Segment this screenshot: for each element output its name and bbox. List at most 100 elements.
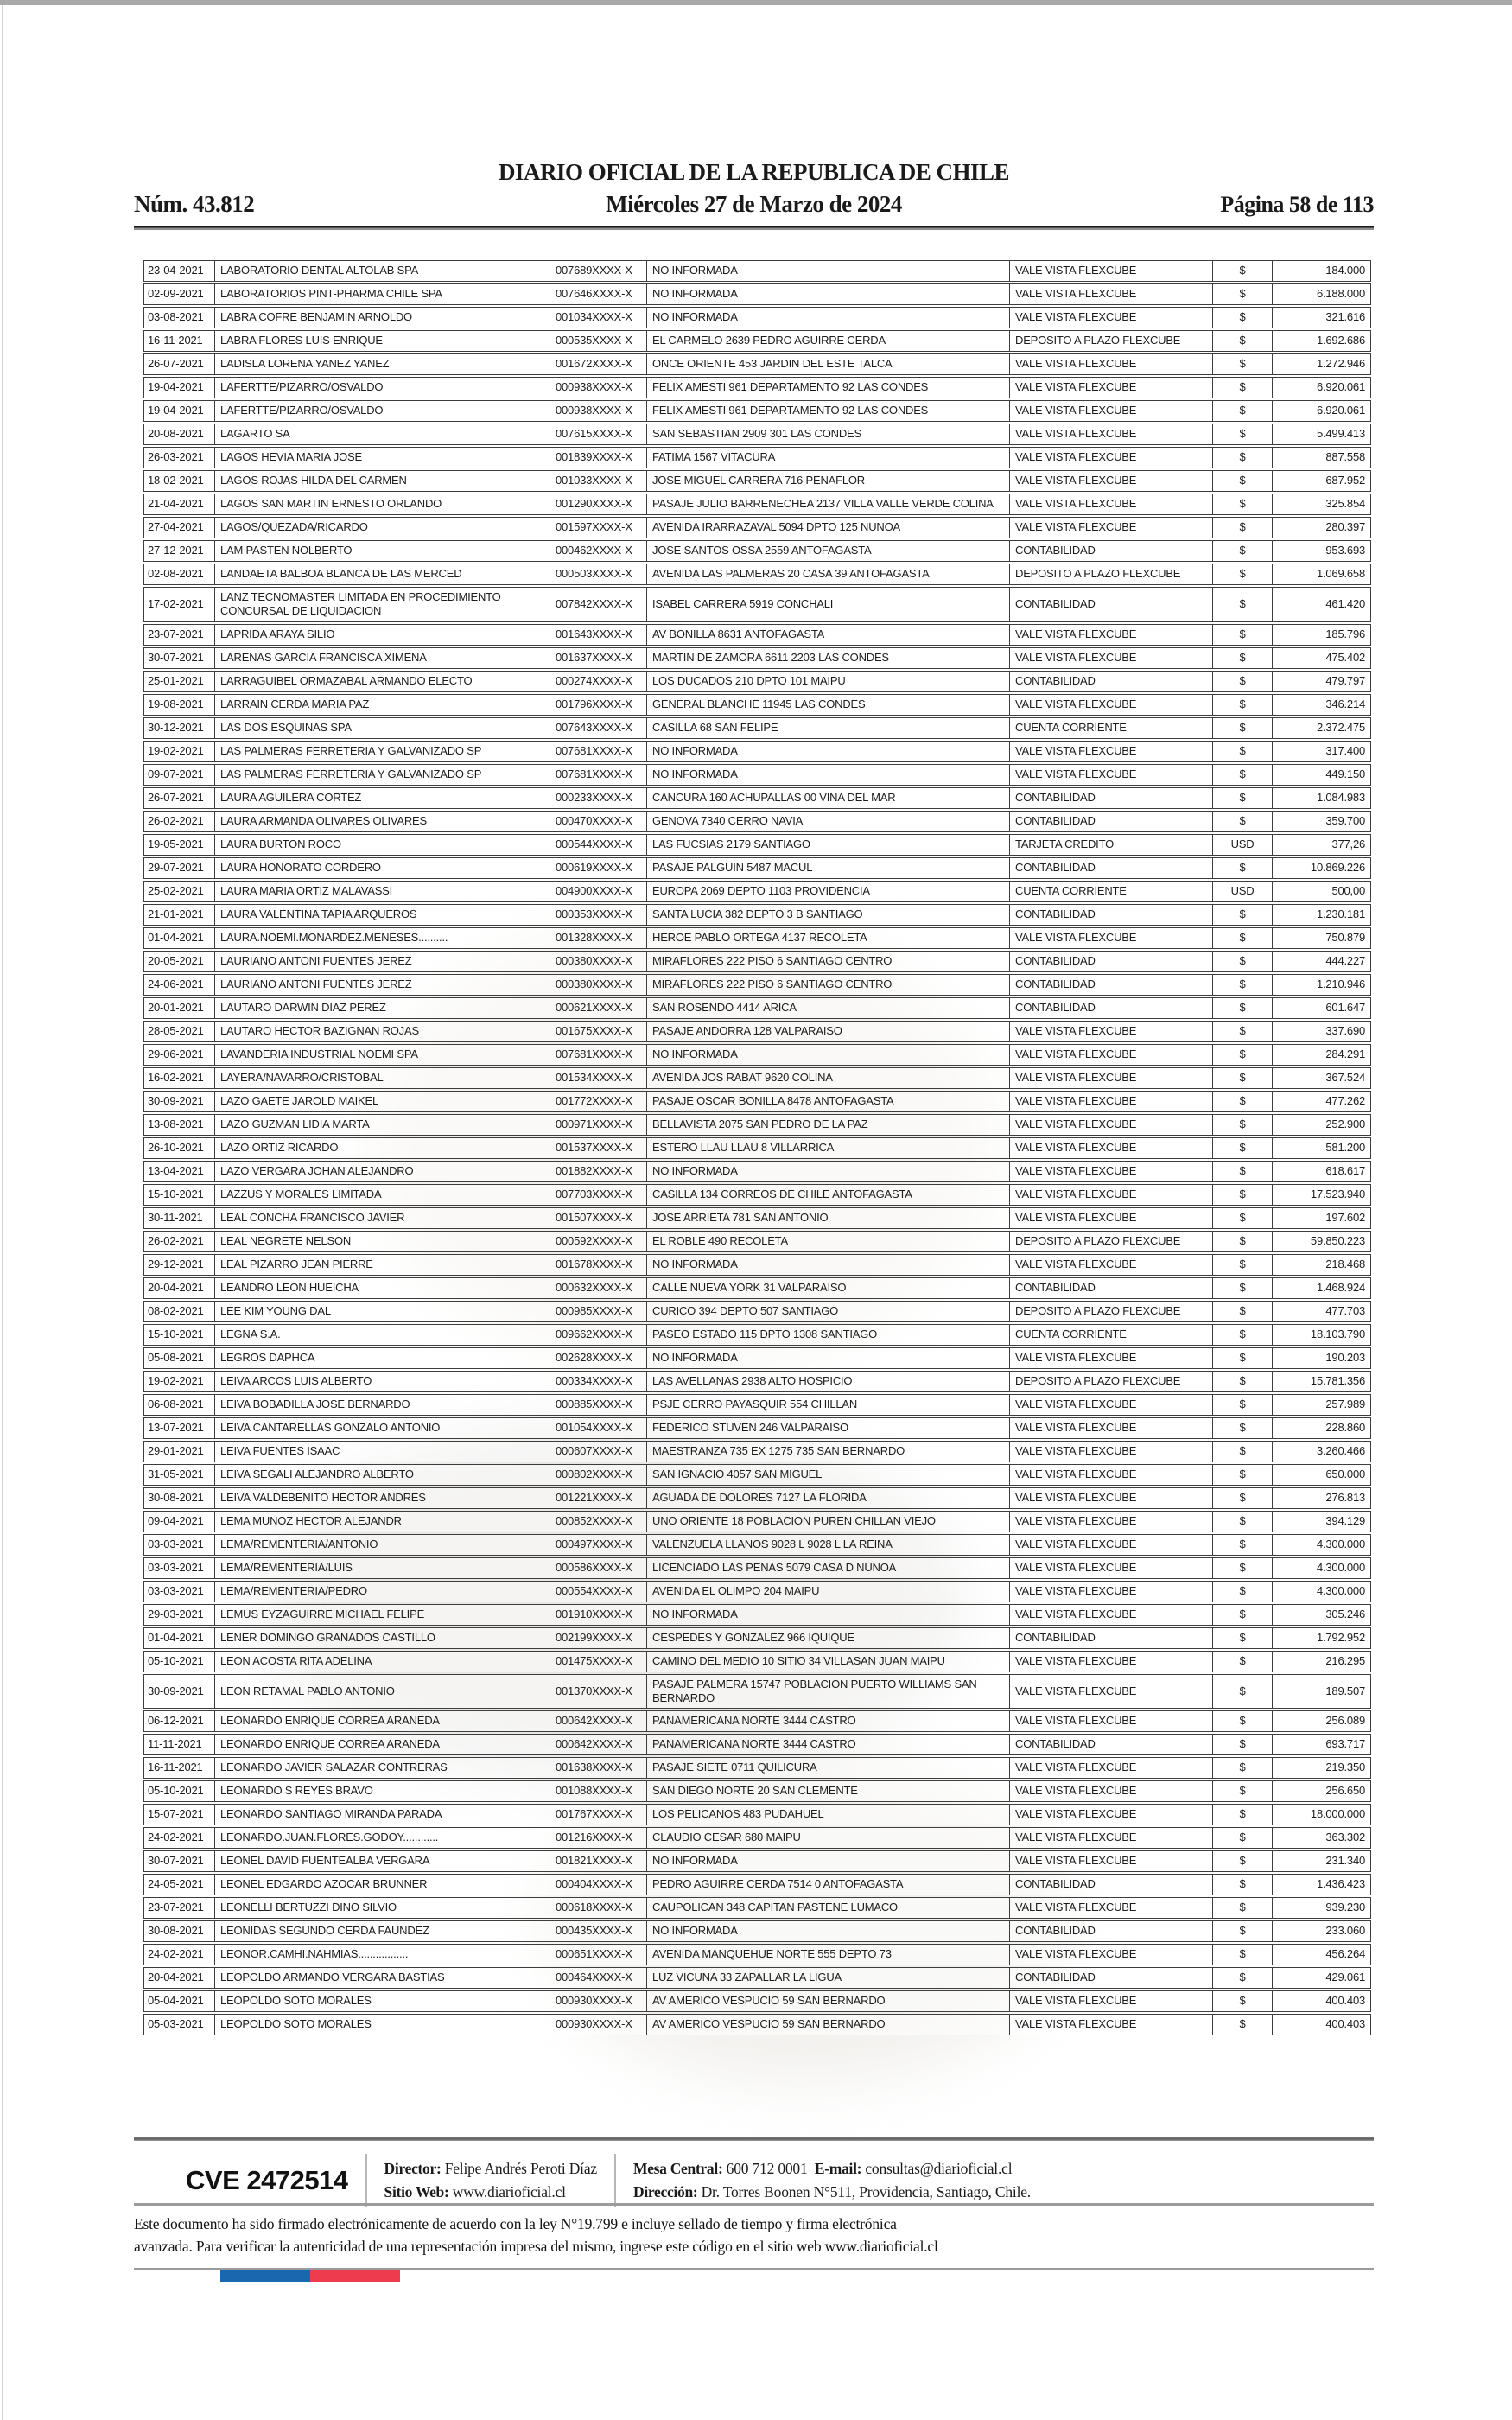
cell-name: LAFERTTE/PIZARRO/OSVALDO — [215, 401, 550, 421]
cell-amount: 284.291 — [1325, 1047, 1365, 1060]
table-row: 27-12-2021 LAM PASTEN NOLBERTO 000462XXX… — [143, 540, 1371, 562]
cell-currency: $ — [1213, 1161, 1273, 1181]
cell-currency: $ — [1213, 588, 1273, 621]
cell-amount: 400.403 — [1325, 1994, 1365, 2008]
cell-address: PASAJE ANDORRA 128 VALPARAISO — [647, 1021, 1010, 1041]
cell-amount: 650.000 — [1325, 1467, 1365, 1481]
cell-address: JOSE ARRIETA 781 SAN ANTONIO — [647, 1207, 1010, 1228]
cell-address: NO INFORMADA — [647, 308, 1010, 328]
footer-rule-gray-bottom — [134, 2268, 1374, 2270]
cell-address: LOS DUCADOS 210 DPTO 101 MAIPU — [647, 671, 1010, 691]
cell-amount: 687.952 — [1325, 474, 1365, 487]
cell-date: 26-07-2021 — [144, 787, 215, 808]
cell-name: LEIVA VALDEBENITO HECTOR ANDRES — [215, 1487, 550, 1508]
cell-name: LEIVA CANTARELLAS GONZALO ANTONIO — [215, 1417, 550, 1438]
cell-name: LAPRIDA ARAYA SILIO — [215, 624, 550, 645]
cell-amount: 15.781.356 — [1310, 1373, 1365, 1387]
cell-account: VALE VISTA FLEXCUBE — [1010, 1828, 1213, 1848]
table-row: 18-02-2021 LAGOS ROJAS HILDA DEL CARMEN … — [143, 470, 1371, 492]
cell-currency: $ — [1213, 717, 1273, 738]
cell-currency: $ — [1213, 1711, 1273, 1731]
cell-address: NO INFORMADA — [647, 1161, 1010, 1181]
cell-currency: $ — [1213, 1627, 1273, 1648]
cell-name: LANZ TECNOMASTER LIMITADA EN PROCEDIMIEN… — [215, 588, 550, 621]
cell-name: LEAL PIZARRO JEAN PIERRE — [215, 1254, 550, 1275]
cell-id: 001637XXXX-X — [550, 647, 647, 668]
cell-address: PASAJE PALMERA 15747 POBLACION PUERTO WI… — [647, 1674, 1010, 1708]
cell-id: 000642XXXX-X — [550, 1711, 647, 1731]
cell-account: VALE VISTA FLEXCUBE — [1010, 1674, 1213, 1708]
cell-date: 21-04-2021 — [144, 494, 215, 514]
cell-amount: 4.300.000 — [1316, 1560, 1365, 1574]
cell-amount: 305.246 — [1325, 1607, 1365, 1621]
cell-currency: $ — [1213, 1324, 1273, 1345]
cell-address: PASAJE PALGUIN 5487 MACUL — [647, 857, 1010, 878]
table-row: 31-05-2021 LEIVA SEGALI ALEJANDRO ALBERT… — [143, 1463, 1371, 1486]
cell-name: LABRA COFRE BENJAMIN ARNOLDO — [215, 308, 550, 328]
cell-address: SAN ROSENDO 4414 ARICA — [647, 997, 1010, 1018]
cell-currency: $ — [1213, 1347, 1273, 1368]
cell-id: 000404XXXX-X — [550, 1875, 647, 1895]
table-row: 05-04-2021 LEOPOLDO SOTO MORALES 000930X… — [143, 1990, 1371, 2012]
cell-currency: $ — [1213, 951, 1273, 971]
cell-date: 02-08-2021 — [144, 564, 215, 584]
table-row: 16-11-2021 LABRA FLORES LUIS ENRIQUE 000… — [143, 330, 1371, 352]
cell-name: LEE KIM YOUNG DAL — [215, 1301, 550, 1321]
footer-divider — [613, 2154, 616, 2207]
cell-id: 007615XXXX-X — [550, 424, 647, 444]
cell-date: 03-08-2021 — [144, 308, 215, 328]
cell-name: LEONEL EDGARDO AZOCAR BRUNNER — [215, 1875, 550, 1895]
cell-date: 11-11-2021 — [144, 1735, 215, 1754]
table-row: 20-05-2021 LAURIANO ANTONI FUENTES JEREZ… — [143, 950, 1371, 972]
cell-amount: 218.468 — [1325, 1257, 1365, 1270]
cell-date: 20-04-2021 — [144, 1277, 215, 1298]
scan-edge-left — [2, 5, 3, 2420]
cell-currency: $ — [1213, 494, 1273, 514]
cell-name: LAGOS HEVIA MARIA JOSE — [215, 448, 550, 468]
cell-id: 000334XXXX-X — [550, 1371, 647, 1392]
cell-account: VALE VISTA FLEXCUBE — [1010, 1441, 1213, 1462]
cell-name: LAS DOS ESQUINAS SPA — [215, 717, 550, 738]
cell-amount: 887.558 — [1325, 450, 1365, 464]
cell-address: EUROPA 2069 DEPTO 1103 PROVIDENCIA — [647, 881, 1010, 901]
table-row: 19-05-2021 LAURA BURTON ROCO 000544XXXX-… — [143, 833, 1371, 856]
cell-name: LEGNA S.A. — [215, 1324, 550, 1345]
cell-account: CONTABILIDAD — [1010, 588, 1213, 621]
legal-notice: Este documento ha sido firmado electróni… — [134, 2213, 1375, 2258]
cell-date: 30-09-2021 — [144, 1091, 215, 1111]
cell-date: 19-04-2021 — [144, 401, 215, 421]
cell-account: DEPOSITO A PLAZO FLEXCUBE — [1010, 1371, 1213, 1392]
cell-amount: 1.230.181 — [1316, 907, 1365, 920]
cell-account: VALE VISTA FLEXCUBE — [1010, 1581, 1213, 1602]
cell-currency: $ — [1213, 974, 1273, 995]
cell-id: 007842XXXX-X — [550, 588, 647, 621]
cell-account: VALE VISTA FLEXCUBE — [1010, 1557, 1213, 1578]
cell-amount: 618.617 — [1325, 1163, 1365, 1177]
cell-currency: $ — [1213, 997, 1273, 1018]
cell-address: CURICO 394 DEPTO 507 SANTIAGO — [647, 1301, 1010, 1321]
table-row: 15-10-2021 LAZZUS Y MORALES LIMITADA 007… — [143, 1183, 1371, 1206]
cell-name: LANDAETA BALBOA BLANCA DE LAS MERCED — [215, 564, 550, 584]
cell-id: 007689XXXX-X — [550, 261, 647, 281]
cell-name: LEON ACOSTA RITA ADELINA — [215, 1651, 550, 1672]
cell-currency: $ — [1213, 1441, 1273, 1462]
cell-address: FELIX AMESTI 961 DEPARTAMENTO 92 LAS CON… — [647, 378, 1010, 398]
table-row: 05-10-2021 LEONARDO S REYES BRAVO 001088… — [143, 1780, 1371, 1802]
table-row: 06-12-2021 LEONARDO ENRIQUE CORREA ARANE… — [143, 1710, 1371, 1732]
cell-date: 30-07-2021 — [144, 647, 215, 668]
cell-amount: 367.524 — [1325, 1070, 1365, 1084]
cell-amount: 500,00 — [1331, 883, 1365, 897]
cell-date: 27-12-2021 — [144, 541, 215, 561]
cell-currency: $ — [1213, 1851, 1273, 1871]
cell-name: LAM PASTEN NOLBERTO — [215, 541, 550, 561]
cell-currency: $ — [1213, 261, 1273, 281]
cell-name: LEIVA SEGALI ALEJANDRO ALBERTO — [215, 1464, 550, 1485]
cell-account: CUENTA CORRIENTE — [1010, 717, 1213, 738]
cell-amount: 1.468.924 — [1316, 1280, 1365, 1294]
table-row: 29-12-2021 LEAL PIZARRO JEAN PIERRE 0016… — [143, 1253, 1371, 1276]
cell-account: VALE VISTA FLEXCUBE — [1010, 1347, 1213, 1368]
footer-rule-thick — [134, 2137, 1374, 2141]
cell-date: 06-08-2021 — [144, 1394, 215, 1415]
cell-date: 03-03-2021 — [144, 1534, 215, 1555]
table-row: 27-04-2021 LAGOS/QUEZADA/RICARDO 001597X… — [143, 517, 1371, 538]
